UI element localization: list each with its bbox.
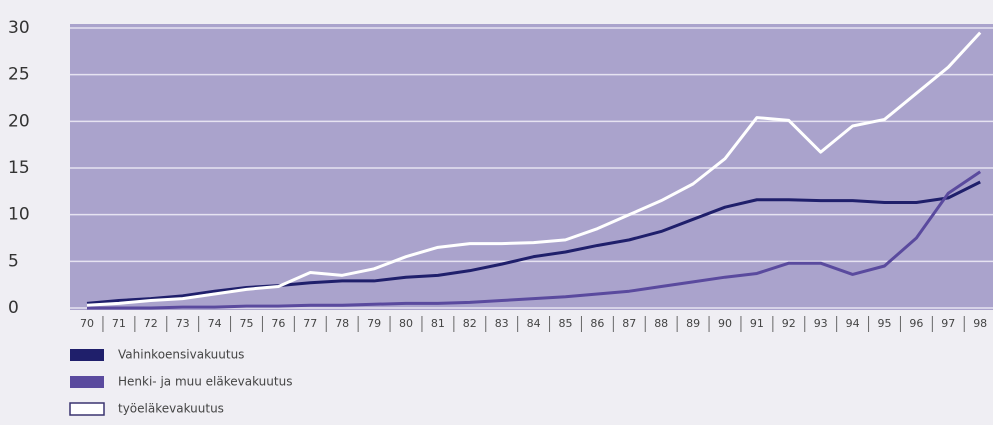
x-tick-label: 83: [495, 317, 509, 330]
series-line: [86, 31, 982, 307]
x-tick-label: 94: [846, 317, 860, 330]
series-line: [86, 180, 981, 305]
legend-label: työeläkevakuutus: [118, 402, 224, 416]
x-tick-label: 90: [718, 317, 732, 330]
x-tick-label: 79: [367, 317, 381, 330]
x-tick-label: 88: [654, 317, 668, 330]
y-tick-label: 0: [8, 298, 19, 318]
legend-label: Henki- ja muu eläkevakuutus: [118, 375, 292, 389]
y-tick-label: 30: [8, 18, 30, 38]
x-tick-label: 77: [303, 317, 317, 330]
x-tick-label: 72: [144, 317, 158, 330]
legend-label: Vahinkoensivakuutus: [118, 348, 244, 362]
x-tick-label: 73: [176, 317, 190, 330]
x-tick-label: 80: [399, 317, 413, 330]
plot-background: [70, 24, 993, 310]
y-tick-label: 5: [8, 251, 19, 271]
x-tick-label: 70: [80, 317, 94, 330]
x-tick-label: 92: [782, 317, 796, 330]
x-tick-label: 89: [686, 317, 700, 330]
x-tick-label: 96: [909, 317, 923, 330]
series-line: [87, 170, 982, 310]
x-tick-label: 95: [878, 317, 892, 330]
x-tick-label: 93: [814, 317, 828, 330]
y-tick-label: 10: [8, 205, 30, 225]
x-tick-label: 76: [271, 317, 285, 330]
x-tick-label: 85: [559, 317, 573, 330]
x-tick-label: 86: [590, 317, 604, 330]
legend-swatch: [70, 376, 104, 388]
x-tick-label: 87: [622, 317, 636, 330]
x-tick-label: 84: [527, 317, 541, 330]
x-tick-label: 71: [112, 317, 126, 330]
x-tick-label: 78: [335, 317, 349, 330]
y-tick-label: 15: [8, 158, 30, 178]
legend-swatch: [70, 349, 104, 361]
x-tick-label: 97: [941, 317, 955, 330]
x-tick-label: 98: [973, 317, 987, 330]
y-tick-label: 25: [8, 65, 30, 85]
x-tick-label: 74: [208, 317, 222, 330]
x-tick-label: 75: [240, 317, 254, 330]
x-tick-label: 81: [431, 317, 445, 330]
x-tick-label: 82: [463, 317, 477, 330]
y-tick-label: 20: [8, 111, 30, 131]
legend-swatch: [69, 402, 105, 416]
x-tick-label: 91: [750, 317, 764, 330]
